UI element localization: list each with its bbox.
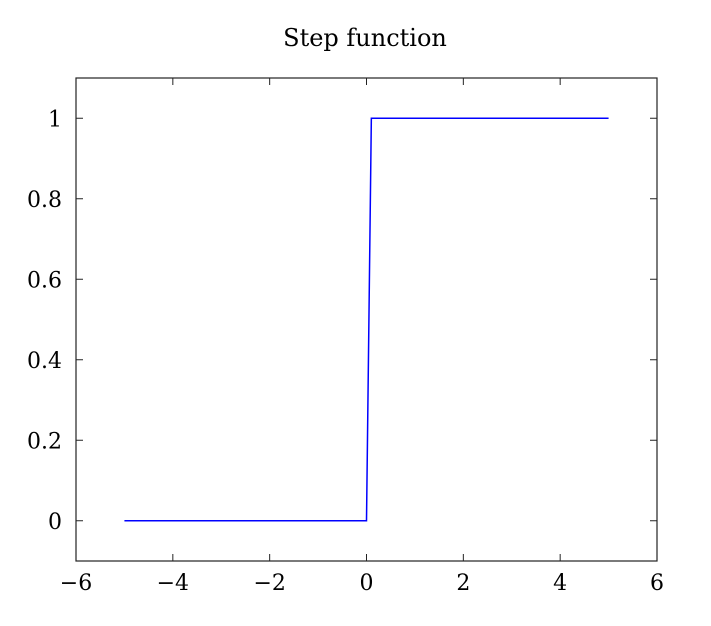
x-tick-label: 4 [553,571,567,596]
x-tick-label: −2 [253,571,285,596]
tick-marks [75,78,658,561]
x-tick-label: 2 [456,571,470,596]
y-tick-label: 0 [48,510,62,535]
x-tick-label: 0 [360,571,374,596]
step-function-line [124,117,609,522]
x-tick-label: −6 [60,571,92,596]
series-layer [124,117,609,522]
chart-title: Step function [283,24,447,52]
y-tick-label: 1 [48,107,62,132]
y-tick-label: 0.2 [27,429,62,454]
x-tick-label: 6 [650,571,664,596]
x-tick-label: −4 [157,571,189,596]
y-tick-label: 0.8 [27,188,62,213]
y-tick-label: 0.6 [27,268,62,293]
y-tick-label: 0.4 [27,349,62,374]
tick-labels: −6 −4 −2 0 2 4 6 0 0.2 0.4 0.6 0.8 1 [27,107,664,596]
